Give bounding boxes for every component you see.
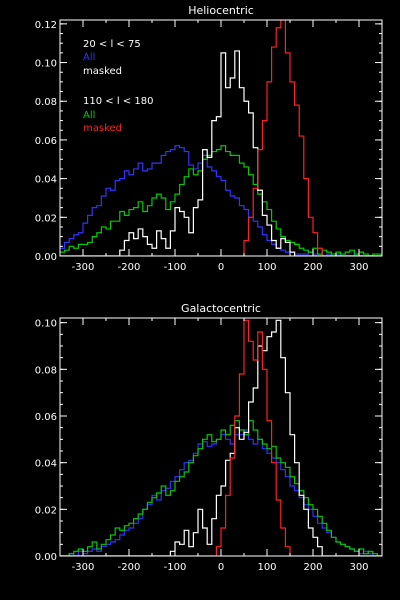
panel-1: Heliocentric -300 -200 -100 0 100 200 300 0.00 0.… [35, 4, 383, 273]
x-tick-label: 100 [257, 562, 276, 573]
legend-entry: 20 < l < 75 [83, 39, 141, 50]
y-tick-label: 0.08 [35, 365, 57, 376]
x-tick-label: -200 [118, 262, 141, 273]
chart-title: Heliocentric [188, 4, 254, 17]
legend-entry: 110 < l < 180 [83, 96, 153, 107]
x-tick-label: -300 [72, 562, 95, 573]
y-tick-label: 0.10 [35, 59, 57, 70]
chart-title: Galactocentric [181, 302, 261, 315]
y-tick-label: 0.06 [35, 136, 57, 147]
series-1-line [60, 145, 382, 256]
legend-entry: All [83, 110, 95, 121]
y-tick-label: 0.08 [35, 97, 57, 108]
legend-entry: masked [83, 123, 122, 134]
x-tick-label: 300 [349, 562, 368, 573]
series-2-line [60, 145, 382, 256]
x-tick-label: 300 [349, 262, 368, 273]
y-tick-label: 0.02 [35, 505, 57, 516]
series-2-line [60, 420, 382, 556]
legend-entry: masked [83, 66, 122, 77]
x-tick-label: -100 [164, 262, 187, 273]
series-4-line [60, 319, 382, 556]
y-tick-label: 0.00 [35, 252, 57, 263]
series-3-line [60, 50, 382, 256]
x-tick-label: -300 [72, 262, 95, 273]
x-tick-label: -200 [118, 562, 141, 573]
x-tick-label: 0 [218, 262, 224, 273]
y-tick-label: 0.02 [35, 213, 57, 224]
legend-entry: All [83, 52, 95, 63]
x-tick-label: 0 [218, 562, 224, 573]
series-4-line [60, 20, 382, 256]
x-tick-label: 200 [303, 262, 322, 273]
y-tick-label: 0.10 [35, 319, 57, 330]
y-tick-label: 0.12 [35, 20, 57, 31]
x-tick-label: -100 [164, 562, 187, 573]
y-tick-label: 0.06 [35, 412, 57, 423]
x-tick-label: 200 [303, 562, 322, 573]
y-tick-label: 0.00 [35, 552, 57, 563]
y-tick-label: 0.04 [35, 459, 57, 470]
x-tick-label: 100 [257, 262, 276, 273]
y-tick-label: 0.04 [35, 175, 57, 186]
panel-2: Galactocentric -300 -200 -100 0 100 200 300 0.00… [35, 302, 383, 573]
